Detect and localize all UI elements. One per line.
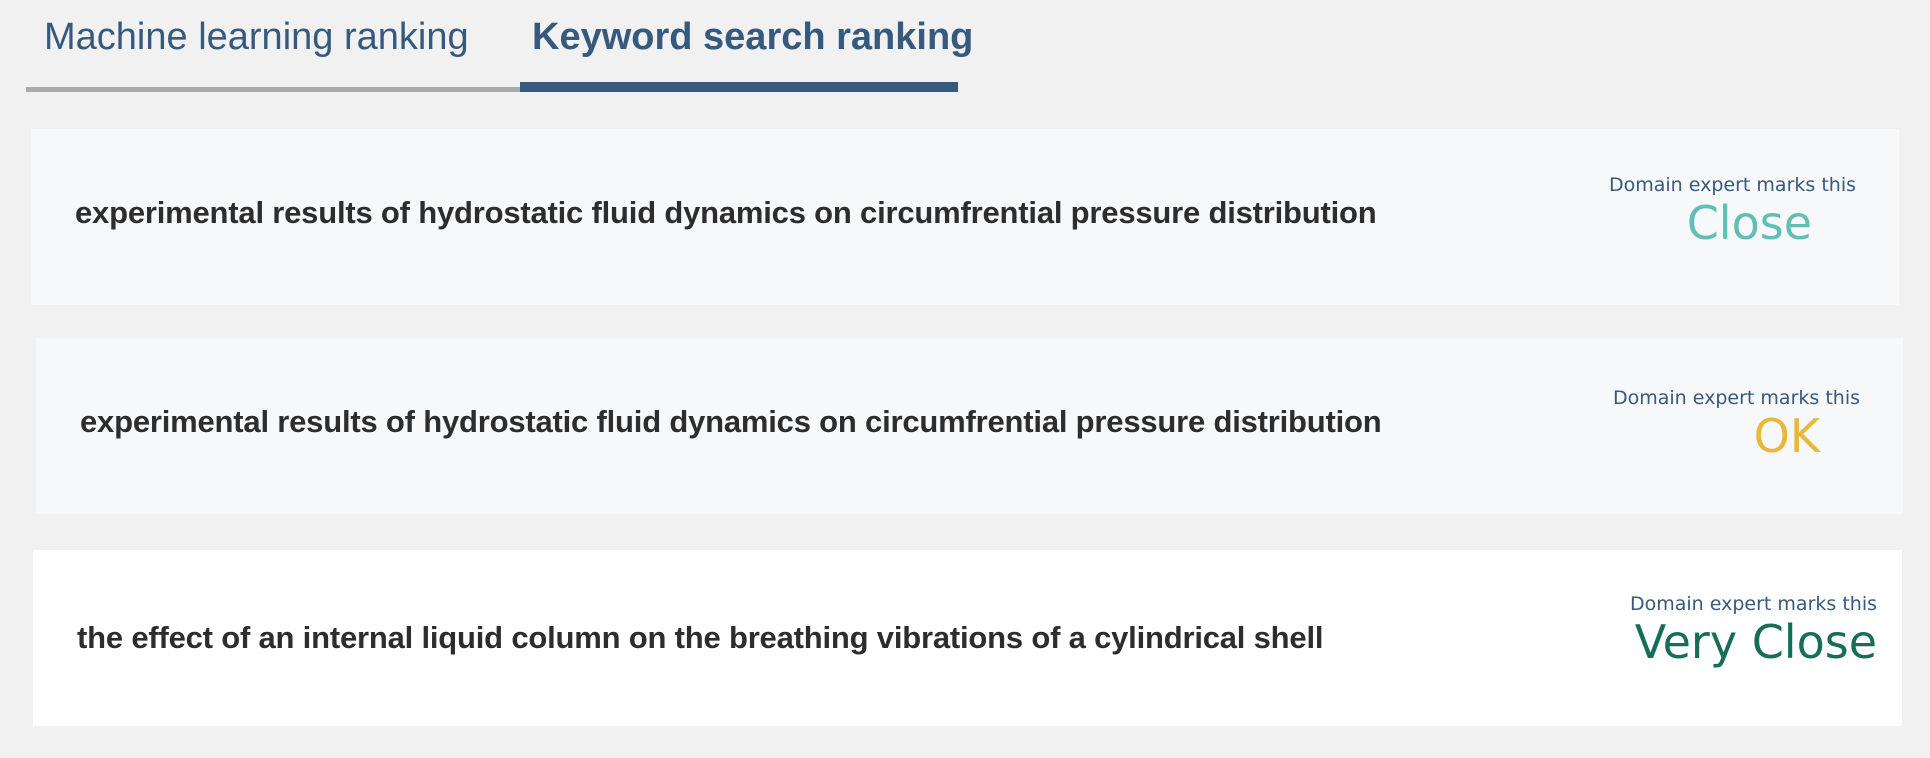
result-card: experimental results of hydrostatic flui… xyxy=(36,338,1903,514)
tab-label: Machine learning ranking xyxy=(44,16,469,58)
rating-caption: Domain expert marks this xyxy=(1630,593,1877,615)
expert-rating: Domain expert marks this OK xyxy=(1613,386,1860,464)
expert-rating: Domain expert marks this Very Close xyxy=(1630,592,1877,670)
rating-value: OK xyxy=(1753,409,1820,463)
rating-value: Close xyxy=(1686,196,1812,250)
expert-rating: Domain expert marks this Close xyxy=(1609,173,1856,251)
rating-value: Very Close xyxy=(1634,615,1877,669)
tab-machine-learning-ranking[interactable]: Machine learning ranking xyxy=(26,0,520,92)
tab-label: Keyword search ranking xyxy=(532,16,974,58)
result-card: the effect of an internal liquid column … xyxy=(33,550,1902,726)
rating-caption: Domain expert marks this xyxy=(1609,174,1856,196)
tab-keyword-search-ranking[interactable]: Keyword search ranking xyxy=(520,0,973,92)
rating-caption: Domain expert marks this xyxy=(1613,387,1860,409)
result-title: experimental results of hydrostatic flui… xyxy=(75,195,1377,230)
result-title: experimental results of hydrostatic flui… xyxy=(80,404,1382,439)
result-title: the effect of an internal liquid column … xyxy=(77,620,1324,655)
result-card: experimental results of hydrostatic flui… xyxy=(31,129,1899,305)
ranking-tabs: Machine learning ranking Keyword search … xyxy=(26,0,973,92)
